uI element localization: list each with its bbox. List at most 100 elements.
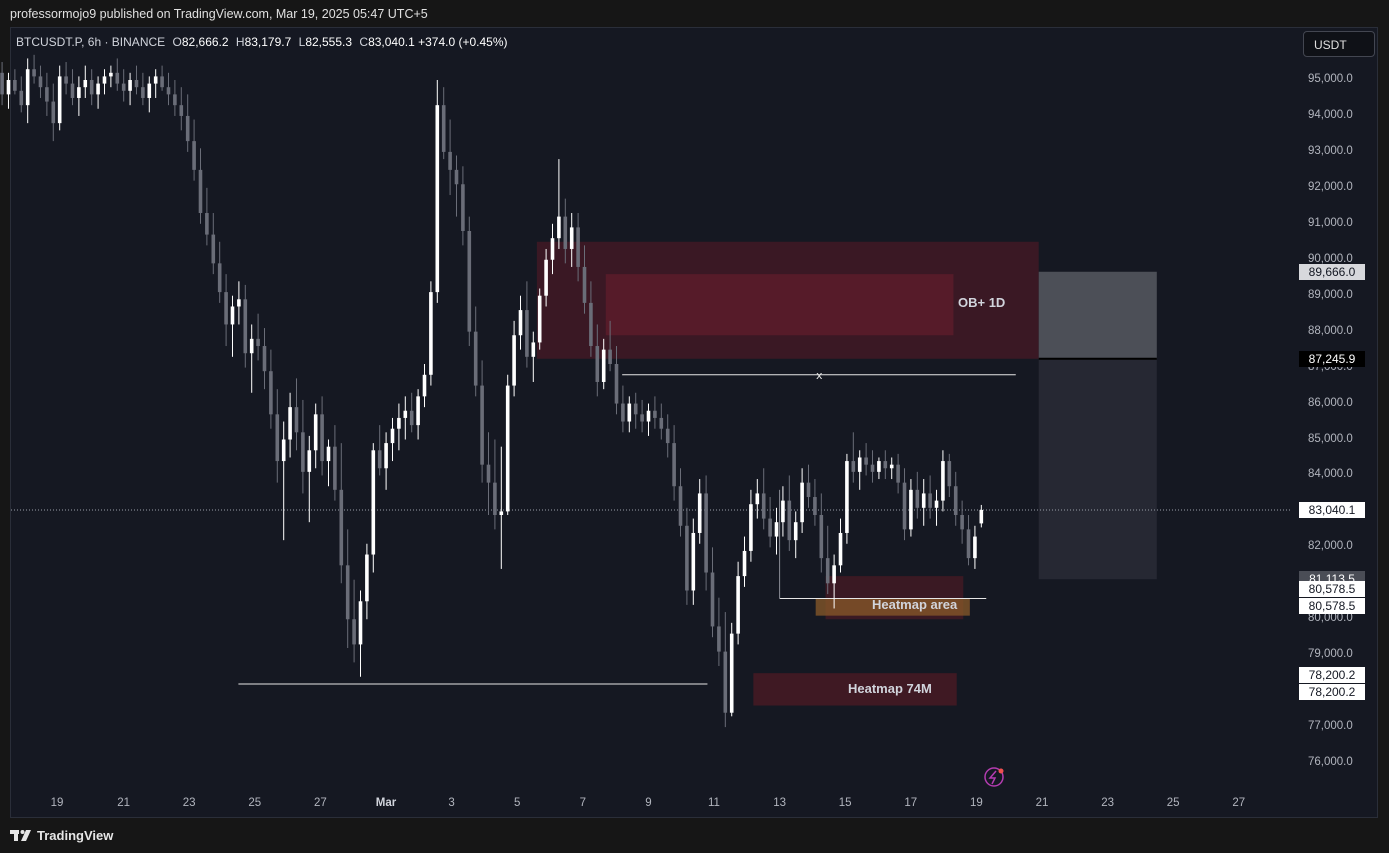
candle-body: [461, 184, 465, 231]
candle-body: [550, 238, 555, 260]
time-tick-label: 13: [773, 797, 786, 809]
candle-body: [365, 554, 369, 602]
time-tick-label: 9: [645, 797, 652, 809]
candle-body: [262, 346, 267, 372]
time-tick-label: 27: [1232, 797, 1246, 809]
candle-body: [608, 349, 612, 365]
candle-body: [525, 310, 529, 357]
price-tag: 87,245.9: [1299, 350, 1365, 367]
candle-body: [153, 76, 158, 84]
close-label: C: [359, 35, 369, 49]
candle-body: [806, 482, 811, 498]
candle-body: [717, 626, 721, 652]
symbol-label[interactable]: BTCUSDT.P, 6h · BINANCE: [16, 35, 166, 49]
price-tag: 80,578.5: [1299, 598, 1365, 615]
candle-body: [230, 306, 235, 325]
candle-body: [256, 338, 260, 347]
candle-body: [691, 532, 696, 591]
candle-body: [512, 335, 516, 386]
candle-body: [352, 619, 356, 645]
candle-body: [77, 87, 81, 98]
time-tick-label: 21: [1035, 797, 1049, 809]
candle-body: [313, 414, 318, 451]
candle-body: [224, 292, 228, 325]
price-tag: 78,200.2: [1299, 666, 1365, 683]
candle-body: [742, 550, 747, 577]
candle-body: [864, 457, 868, 465]
candle-body: [877, 461, 881, 472]
candle-body: [761, 493, 766, 519]
candle-body: [678, 486, 683, 526]
price-tick-label: 76,000.0: [1308, 756, 1353, 769]
candle-body: [589, 302, 593, 347]
candle-body: [729, 633, 734, 713]
low-value: 82,555.3: [305, 35, 353, 49]
candle-body: [902, 482, 907, 530]
candle-body: [217, 263, 222, 293]
candle-body: [403, 410, 408, 418]
high-value: 83,179.7: [244, 35, 292, 49]
time-tick-label: 23: [182, 797, 196, 809]
candle-body: [480, 385, 484, 465]
time-tick-label: 21: [117, 797, 130, 809]
candle-body: [96, 83, 100, 95]
candle-body: [665, 428, 670, 444]
candle-body: [173, 94, 177, 106]
time-tick-label: 3: [448, 797, 455, 809]
candle-body: [70, 83, 75, 98]
candle-body: [115, 72, 120, 84]
candle-body: [736, 576, 740, 634]
price-tick-label: 90,000.0: [1308, 252, 1353, 265]
candle-body: [198, 169, 203, 214]
candle-body: [429, 292, 433, 375]
price-tag: 78,200.2: [1299, 683, 1365, 700]
candle-body: [390, 428, 395, 444]
currency-button[interactable]: USDT: [1303, 31, 1375, 57]
time-tick-label: 7: [579, 797, 586, 809]
time-tick-label: 23: [1101, 797, 1114, 809]
candle-body: [57, 76, 62, 124]
candle-body: [384, 443, 388, 469]
candle-body: [269, 371, 273, 415]
candle-body: [953, 486, 958, 515]
candle-body: [205, 213, 209, 235]
candle-body: [960, 514, 964, 530]
target-box-lower: [1038, 358, 1157, 580]
candle-body: [979, 509, 984, 524]
candle-body: [909, 489, 913, 530]
time-tick-label: 15: [838, 797, 852, 809]
candle-body: [192, 141, 196, 170]
candle-body: [883, 461, 888, 469]
candle-body: [889, 464, 894, 469]
target-box-upper: [1038, 271, 1157, 359]
candle-body: [819, 514, 824, 559]
candle-body: [659, 417, 664, 429]
heatmap-74m-label: Heatmap 74M: [848, 681, 932, 697]
candle-body: [237, 299, 241, 307]
candle-body: [6, 80, 11, 95]
close-value: 83,040.1: [368, 35, 415, 49]
time-tick-label: 19: [969, 797, 983, 809]
candle-body: [921, 493, 926, 508]
candle-body: [134, 80, 139, 88]
candle-body: [531, 342, 536, 357]
candle-body: [928, 493, 932, 508]
candle-body: [473, 331, 478, 386]
candle-body: [179, 105, 184, 116]
candle-body: [38, 76, 43, 88]
heatmap-core: [815, 598, 970, 616]
candle-body: [601, 349, 606, 382]
candle-body: [845, 461, 849, 533]
brand-label: TradingView: [37, 828, 114, 843]
candle-body: [537, 295, 542, 343]
candle-body: [793, 522, 798, 541]
candle-body: [249, 338, 254, 354]
candle-body: [185, 115, 190, 142]
candle-body: [275, 414, 280, 462]
candle-body: [326, 446, 331, 462]
time-tick-label: 27: [313, 797, 327, 809]
candle-body: [870, 464, 875, 472]
candle-body: [435, 105, 440, 293]
candle-body: [896, 464, 900, 483]
